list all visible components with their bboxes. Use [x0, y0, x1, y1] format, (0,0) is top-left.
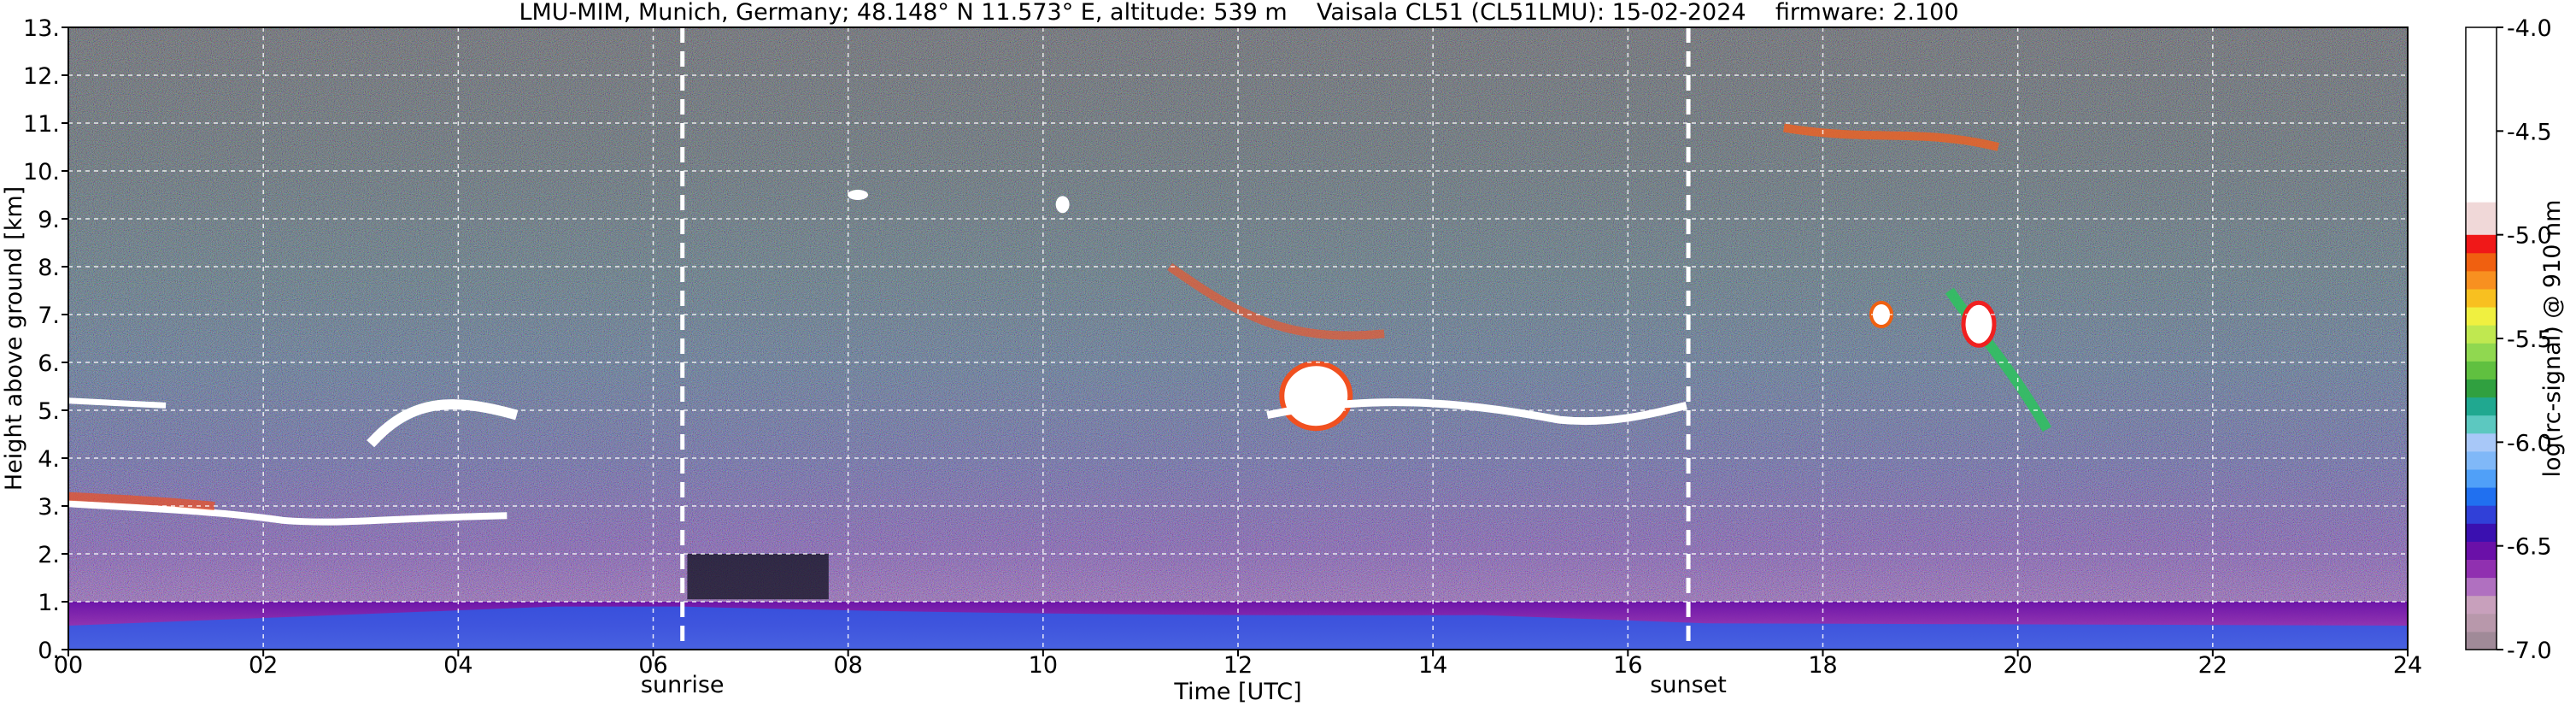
colorbar-segment	[2466, 487, 2497, 506]
y-tick-label: 4.	[38, 446, 60, 473]
x-tick-label: 20	[2003, 652, 2032, 679]
colorbar-segment	[2466, 559, 2497, 579]
y-tick-label: 6.	[38, 350, 60, 377]
y-tick-label: 9.	[38, 207, 60, 233]
cloud-core	[1279, 361, 1353, 432]
y-tick-label: 13.	[23, 15, 60, 42]
x-tick-label: 22	[2198, 652, 2227, 679]
cirrus-upper	[1783, 123, 2000, 151]
x-axis: 00 02 04 06 08 10 12 14 16 18 20 22 24	[54, 650, 2422, 679]
colorbar-tick-label: -5.5	[2507, 327, 2552, 353]
sun-labels: sunrise sunset	[641, 672, 1727, 698]
y-axis-label: Height above ground [km]	[1, 186, 27, 491]
plot-area	[68, 27, 2408, 650]
grid-lines	[68, 27, 2408, 650]
colorbar-segment	[2466, 432, 2497, 452]
y-tick-label: 10.	[23, 159, 60, 185]
y-tick-label: 11.	[23, 111, 60, 138]
colorbar-tick-label: -4.0	[2507, 15, 2552, 42]
mid-cloud-2	[68, 397, 167, 409]
x-tick-label: 02	[249, 652, 278, 679]
y-tick-label: 7.	[38, 303, 60, 329]
colorbar-tick-label: -7.0	[2507, 638, 2552, 664]
low-signal-region	[687, 554, 829, 600]
x-tick-label: 12	[1223, 652, 1253, 679]
colorbar: -4.0 -4.5 -5.0 -5.5 -6.0 -6.5 -7.0	[2465, 15, 2552, 664]
colorbar-segment	[2466, 379, 2497, 398]
colorbar-segment	[2466, 505, 2497, 524]
x-tick-label: 14	[1418, 652, 1447, 679]
colorbar-tick-label: -4.5	[2507, 119, 2552, 145]
sun-label: sunset	[1650, 672, 1727, 698]
colorbar-segment	[2466, 307, 2497, 326]
y-tick-label: 12.	[23, 63, 60, 90]
cirrus-patch-2	[848, 190, 869, 200]
colorbar-segment	[2466, 252, 2497, 272]
colorbar-segment	[2466, 415, 2497, 434]
virga	[1167, 262, 1385, 340]
x-tick-label: 08	[833, 652, 862, 679]
colorbar-segment	[2466, 541, 2497, 560]
y-tick-label: 0.	[38, 638, 60, 664]
x-tick-label: 00	[54, 652, 83, 679]
colorbar-segment	[2466, 595, 2497, 615]
colorbar-segment	[2466, 288, 2497, 308]
x-tick-label: 24	[2393, 652, 2422, 679]
colorbar-segment	[2466, 631, 2497, 650]
y-axis: 0. 1. 2. 3. 4. 5. 6. 7. 8. 9. 10. 11. 12. 13.	[23, 15, 68, 664]
colorbar-segment	[2466, 450, 2497, 470]
sun-lines	[680, 27, 1691, 650]
y-tick-label: 3.	[38, 494, 60, 521]
colorbar-segment	[2466, 397, 2497, 416]
y-tick-label: 5.	[38, 398, 60, 425]
x-tick-label: 18	[1808, 652, 1837, 679]
x-tick-label: 06	[638, 652, 667, 679]
sun-label: sunrise	[641, 672, 725, 698]
cirrus-core	[1961, 300, 1997, 348]
cirrus-fall	[1945, 287, 2052, 432]
x-tick-label: 10	[1029, 652, 1058, 679]
colorbar-tick-label: -6.5	[2507, 534, 2552, 561]
colorbar-segment	[2466, 325, 2497, 344]
colorbar-segment	[2466, 523, 2497, 542]
x-axis-label: Time [UTC]	[1173, 679, 1301, 705]
colorbar-segment	[2466, 202, 2497, 235]
colorbar-segment	[2466, 468, 2497, 488]
x-tick-label: 04	[443, 652, 472, 679]
y-tick-label: 1.	[38, 590, 60, 616]
colorbar-segment	[2466, 270, 2497, 290]
chart-title: LMU-MIM, Munich, Germany; 48.148° N 11.5…	[519, 0, 1958, 26]
colorbar-tick-label: -6.0	[2507, 430, 2552, 456]
cloud-base	[1266, 398, 1687, 426]
mid-cloud	[367, 399, 519, 448]
colorbar-segment	[2466, 577, 2497, 597]
x-tick-label: 16	[1613, 652, 1642, 679]
y-tick-label: 2.	[38, 542, 60, 568]
colorbar-segment	[2466, 343, 2497, 362]
colorbar-title: log(rc-signal) @ 910 nm	[2539, 200, 2566, 478]
y-tick-label: 8.	[38, 255, 60, 281]
low-cloud-edge	[68, 491, 215, 510]
cirrus-patch	[1055, 196, 1070, 214]
colorbar-tick-label: -5.0	[2507, 223, 2552, 250]
colorbar-segment	[2466, 613, 2497, 632]
colorbar-segment	[2466, 361, 2497, 379]
colorbar-segment	[2466, 234, 2497, 254]
colorbar-segment	[2466, 27, 2497, 235]
low-cloud	[68, 500, 508, 526]
